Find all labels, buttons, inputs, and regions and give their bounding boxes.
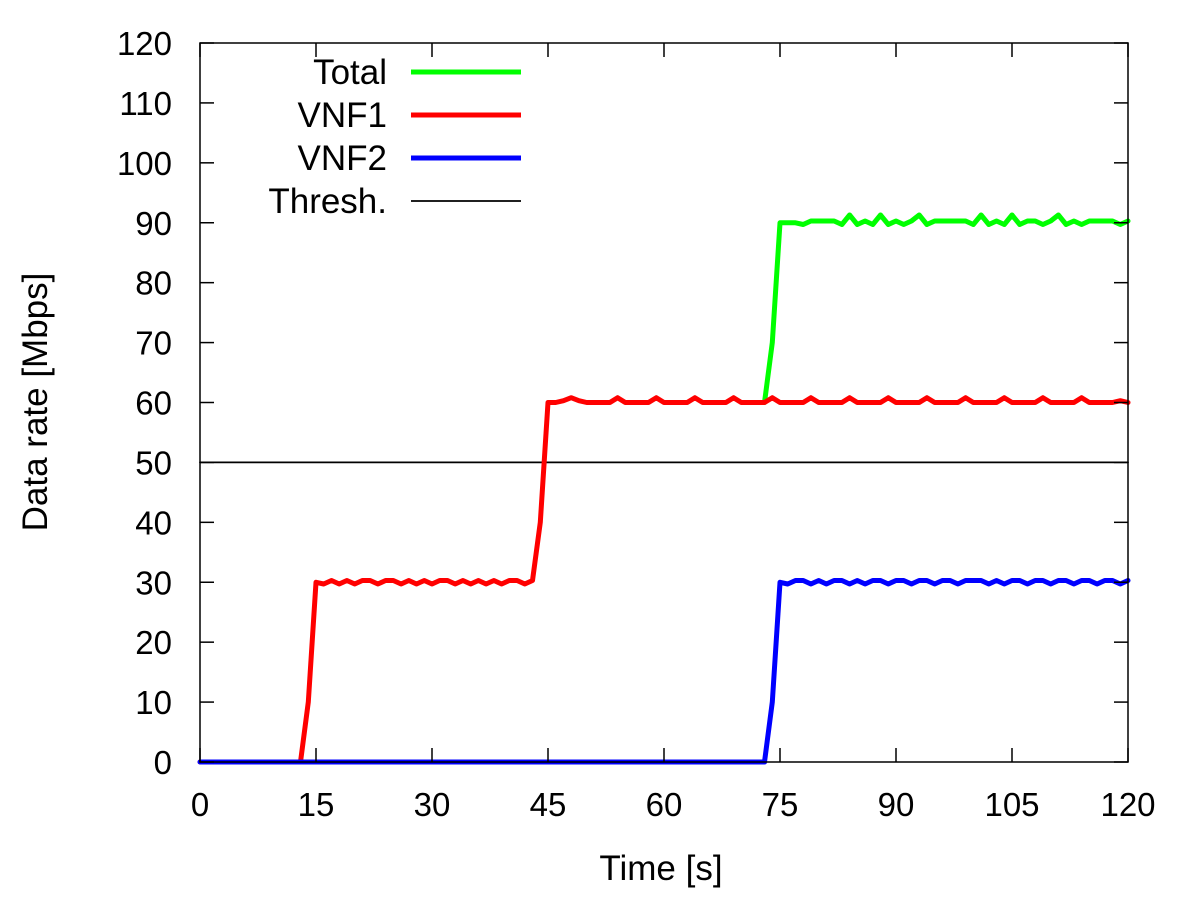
x-tick-label-15: 15 bbox=[298, 786, 335, 823]
legend-label-thresh: Thresh. bbox=[268, 182, 387, 221]
y-tick-label-110: 110 bbox=[119, 85, 172, 122]
tick-labels-layer: 0 10 20 30 40 50 60 70 80 90 100 110 120 0 15 30 45 60 75 9… bbox=[117, 25, 1156, 823]
x-tick-label-90: 90 bbox=[878, 786, 915, 823]
y-tick-label-60: 60 bbox=[135, 385, 172, 422]
series-layer bbox=[197, 212, 1131, 765]
y-axis-title: Data rate [Mbps] bbox=[16, 273, 55, 532]
y-tick-label-50: 50 bbox=[135, 444, 172, 481]
y-tick-label-40: 40 bbox=[135, 504, 172, 541]
x-tick-label-60: 60 bbox=[646, 786, 683, 823]
y-tick-label-10: 10 bbox=[135, 684, 172, 721]
legend: Total VNF1 VNF2 Thresh. bbox=[268, 53, 521, 221]
legend-label-vnf2: VNF2 bbox=[298, 139, 387, 178]
x-tick-label-30: 30 bbox=[414, 786, 451, 823]
x-tick-label-75: 75 bbox=[762, 786, 799, 823]
legend-label-vnf1: VNF1 bbox=[298, 96, 387, 135]
y-tick-label-80: 80 bbox=[135, 265, 172, 302]
y-tick-label-30: 30 bbox=[135, 564, 172, 601]
y-tick-label-20: 20 bbox=[135, 624, 172, 661]
x-tick-label-45: 45 bbox=[530, 786, 567, 823]
y-tick-label-70: 70 bbox=[135, 325, 172, 362]
y-tick-label-0: 0 bbox=[154, 744, 172, 781]
y-tick-label-120: 120 bbox=[117, 25, 172, 62]
x-axis-title: Time [s] bbox=[599, 849, 722, 888]
x-tick-label-120: 120 bbox=[1100, 786, 1155, 823]
y-tick-label-90: 90 bbox=[135, 205, 172, 242]
series-line-total bbox=[762, 212, 1131, 405]
series-line-vnf1 bbox=[197, 395, 1131, 765]
series-line-vnf2 bbox=[197, 578, 1131, 765]
ticks-layer bbox=[199, 42, 1129, 763]
x-tick-label-0: 0 bbox=[191, 786, 209, 823]
x-tick-label-105: 105 bbox=[984, 786, 1039, 823]
legend-label-total: Total bbox=[313, 53, 387, 92]
y-tick-label-100: 100 bbox=[117, 145, 172, 182]
